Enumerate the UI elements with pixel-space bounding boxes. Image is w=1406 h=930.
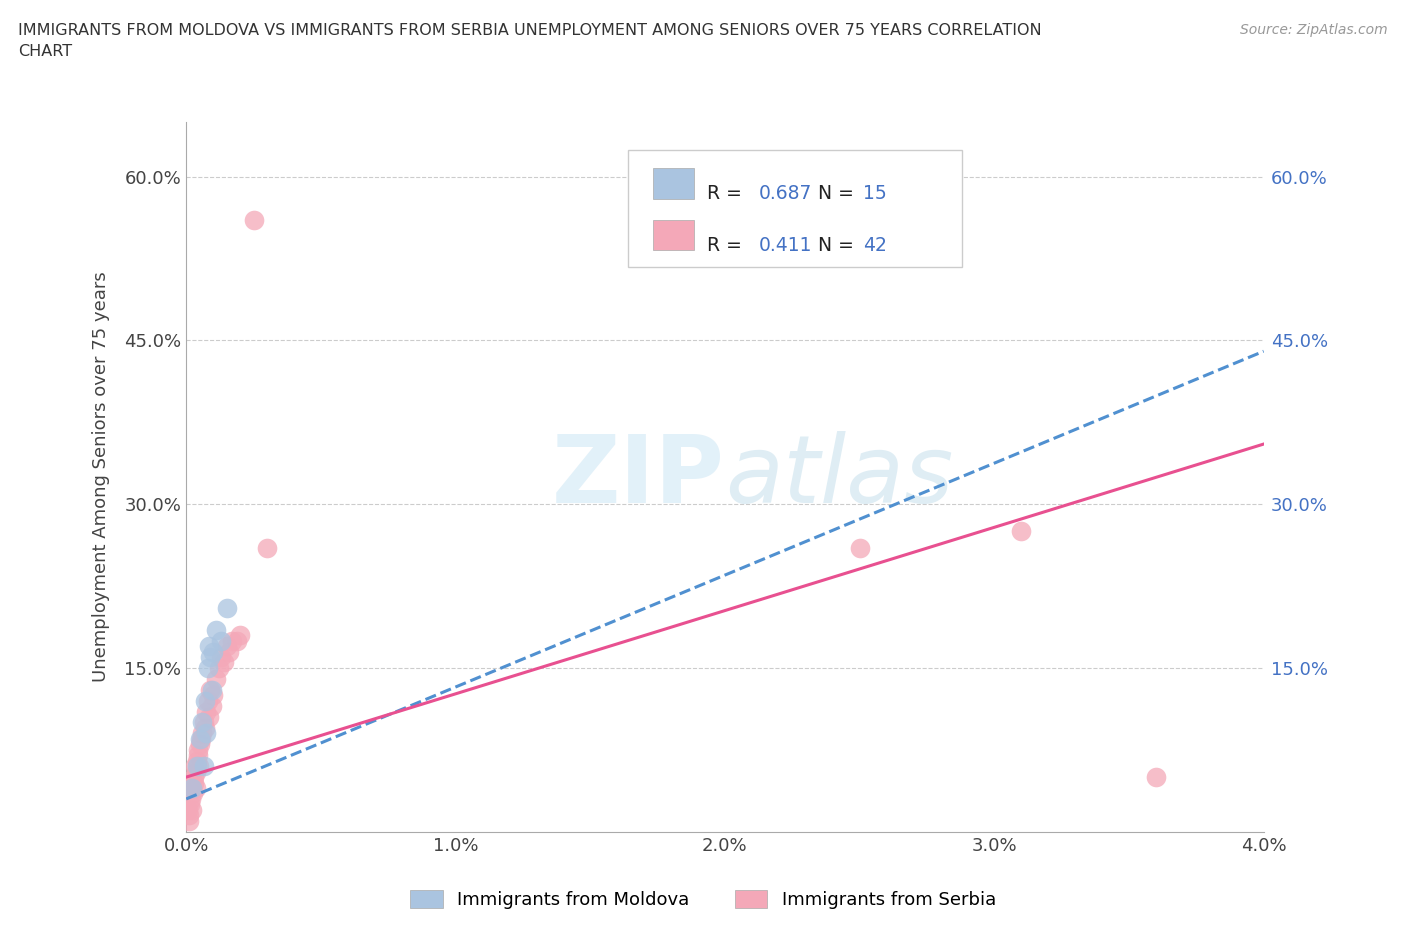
Point (229, 628, 252, 643)
Point (180, 803, 202, 817)
Text: 0.411: 0.411 (758, 235, 811, 255)
Point (256, 540, 278, 555)
Point (179, 797, 201, 812)
Text: ZIP: ZIP (553, 431, 725, 523)
Text: R =: R = (707, 235, 754, 255)
Point (183, 775, 205, 790)
Text: atlas: atlas (725, 432, 953, 523)
Point (209, 649, 232, 664)
Point (184, 764, 207, 779)
Point (177, 814, 200, 829)
Y-axis label: Unemployment Among Seniors over 75 years: Unemployment Among Seniors over 75 years (93, 272, 110, 683)
Point (187, 742, 209, 757)
Point (1010, 524, 1032, 538)
Point (188, 731, 211, 746)
Point (190, 731, 212, 746)
Point (197, 693, 219, 708)
Point (200, 649, 222, 664)
Text: 0.687: 0.687 (758, 184, 811, 203)
FancyBboxPatch shape (652, 168, 693, 199)
Point (212, 655, 235, 670)
Text: IMMIGRANTS FROM MOLDOVA VS IMMIGRANTS FROM SERBIA UNEMPLOYMENT AMONG SENIORS OVE: IMMIGRANTS FROM MOLDOVA VS IMMIGRANTS FR… (18, 23, 1042, 60)
Point (186, 759, 208, 774)
Point (215, 639, 238, 654)
Point (191, 715, 214, 730)
Text: 42: 42 (863, 235, 887, 255)
Text: R =: R = (707, 184, 748, 203)
Point (201, 698, 224, 713)
Point (177, 803, 200, 817)
Point (848, 540, 870, 555)
Point (191, 726, 214, 741)
FancyBboxPatch shape (628, 151, 962, 268)
Point (201, 683, 224, 698)
Point (1144, 770, 1167, 785)
Point (183, 770, 205, 785)
Point (205, 622, 228, 637)
Point (195, 726, 218, 741)
Point (188, 759, 211, 774)
Point (200, 683, 222, 698)
Point (209, 633, 232, 648)
Point (194, 693, 217, 708)
Text: Source: ZipAtlas.com: Source: ZipAtlas.com (1240, 23, 1388, 37)
Point (218, 644, 240, 659)
Point (197, 660, 219, 675)
Point (186, 780, 208, 795)
Point (188, 737, 211, 751)
Text: N =: N = (806, 184, 859, 203)
Point (202, 688, 225, 703)
Point (179, 808, 201, 823)
Point (226, 633, 249, 648)
Point (205, 671, 228, 686)
Point (184, 759, 207, 774)
Point (198, 710, 221, 724)
Point (194, 721, 217, 736)
Point (180, 780, 202, 795)
Point (180, 791, 202, 806)
Legend: Immigrants from Moldova, Immigrants from Serbia: Immigrants from Moldova, Immigrants from… (404, 884, 1002, 916)
Text: 15: 15 (863, 184, 887, 203)
Point (207, 660, 229, 675)
Point (181, 780, 204, 795)
Point (202, 644, 225, 659)
Text: N =: N = (806, 235, 859, 255)
Point (193, 759, 215, 774)
Point (186, 753, 208, 768)
Point (193, 715, 215, 730)
FancyBboxPatch shape (652, 219, 693, 250)
Point (195, 704, 218, 719)
Point (181, 786, 204, 801)
Point (221, 633, 243, 648)
Point (215, 601, 238, 616)
Point (242, 213, 264, 228)
Point (186, 748, 208, 763)
Point (198, 639, 221, 654)
